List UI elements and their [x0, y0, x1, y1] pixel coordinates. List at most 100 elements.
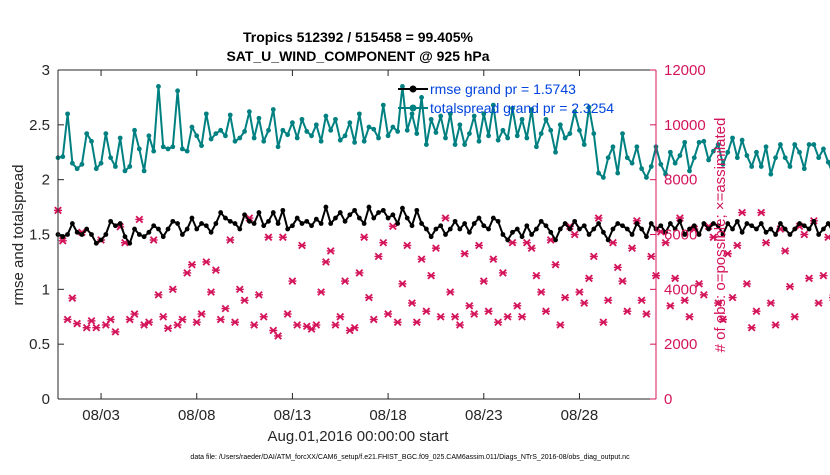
rmse-point [94, 241, 99, 246]
totalspread-point [792, 142, 797, 147]
rmse-point [477, 216, 482, 221]
obs-count-marker [757, 209, 765, 215]
totalspread-point [467, 131, 472, 136]
rmse-point [577, 227, 582, 232]
rmse-point [285, 227, 290, 232]
totalspread-point [252, 136, 257, 141]
totalspread-point [295, 136, 300, 141]
rmse-point [759, 221, 764, 226]
left-tick-label: 1.5 [29, 227, 50, 244]
totalspread-point [582, 142, 587, 147]
rmse-point [783, 227, 788, 232]
totalspread-point [175, 88, 180, 93]
rmse-point [544, 223, 549, 228]
totalspread-point [424, 142, 429, 147]
rmse-point [185, 227, 190, 232]
rmse-point [142, 234, 147, 239]
rmse-point [156, 227, 161, 232]
left-tick-label: 3 [42, 62, 50, 79]
rmse-point [371, 216, 376, 221]
legend-spread-marker-sample [410, 105, 417, 112]
rmse-point [80, 232, 85, 237]
rmse-point [811, 219, 816, 224]
obs-count-marker [685, 314, 693, 320]
rmse-point [630, 232, 635, 237]
totalspread-point [639, 166, 644, 171]
legend-rmse-marker-sample [410, 86, 417, 93]
totalspread-point [524, 136, 529, 141]
totalspread-point [821, 147, 826, 152]
left-axis-label: rmse and totalspread [10, 165, 27, 306]
rmse-point [204, 223, 209, 228]
totalspread-point [764, 144, 769, 149]
totalspread-point [520, 117, 525, 122]
rmse-point [706, 227, 711, 232]
totalspread-point [682, 140, 687, 145]
rmse-point [620, 223, 625, 228]
rmse-point [166, 227, 171, 232]
rmse-point [434, 227, 439, 232]
totalspread-point [773, 155, 778, 160]
rmse-point [213, 221, 218, 226]
rmse-point [644, 234, 649, 239]
totalspread-point [567, 131, 572, 136]
totalspread-point [501, 128, 506, 133]
rmse-point [190, 216, 195, 221]
rmse-point [127, 241, 132, 246]
rmse-point [735, 219, 740, 224]
left-tick-label: 1 [42, 281, 50, 298]
rmse-point [773, 232, 778, 237]
rmse-point [505, 238, 510, 243]
totalspread-point [290, 120, 295, 125]
x-tick-label: 08/28 [561, 407, 599, 424]
rmse-point [778, 221, 783, 226]
rmse-point [462, 221, 467, 226]
totalspread-point [257, 116, 262, 121]
totalspread-point [625, 155, 630, 160]
rmse-point [563, 221, 568, 226]
totalspread-point [194, 133, 199, 138]
x-tick-label: 08/03 [82, 407, 120, 424]
rmse-point [615, 221, 620, 226]
rmse-point [218, 210, 223, 215]
rmse-point [151, 223, 156, 228]
totalspread-point [99, 161, 104, 166]
rmse-point [280, 208, 285, 213]
totalspread-point [515, 133, 520, 138]
rmse-point [744, 221, 749, 226]
rmse-point [132, 227, 137, 232]
totalspread-point [60, 154, 65, 159]
totalspread-point [132, 128, 137, 133]
rmse-point [481, 223, 486, 228]
rmse-point [146, 230, 151, 235]
chart-title: Tropics 512392 / 515458 = 99.405% [243, 29, 474, 45]
totalspread-point [185, 149, 190, 154]
obs-count-marker [786, 283, 794, 289]
obs-count-marker [733, 242, 741, 248]
totalspread-point [390, 125, 395, 130]
rmse-point [625, 227, 630, 232]
totalspread-point [544, 117, 549, 122]
rmse-point [103, 232, 108, 237]
totalspread-point [343, 133, 348, 138]
rmse-point [343, 219, 348, 224]
rmse-point [788, 232, 793, 237]
rmse-point [271, 210, 276, 215]
totalspread-point [443, 136, 448, 141]
totalspread-point [457, 122, 462, 127]
rmse-point [668, 221, 673, 226]
totalspread-point [453, 142, 458, 147]
x-axis-label: Aug.01,2016 00:00:00 start [268, 428, 450, 445]
totalspread-point [692, 155, 697, 160]
totalspread-point [658, 162, 663, 167]
rmse-point [768, 227, 773, 232]
totalspread-point [199, 143, 204, 148]
totalspread-point [237, 136, 242, 141]
rmse-point [567, 227, 572, 232]
rmse-point [410, 223, 415, 228]
totalspread-point [247, 109, 252, 114]
totalspread-point [65, 111, 70, 116]
totalspread-point [89, 139, 94, 144]
rmse-point [314, 217, 319, 222]
